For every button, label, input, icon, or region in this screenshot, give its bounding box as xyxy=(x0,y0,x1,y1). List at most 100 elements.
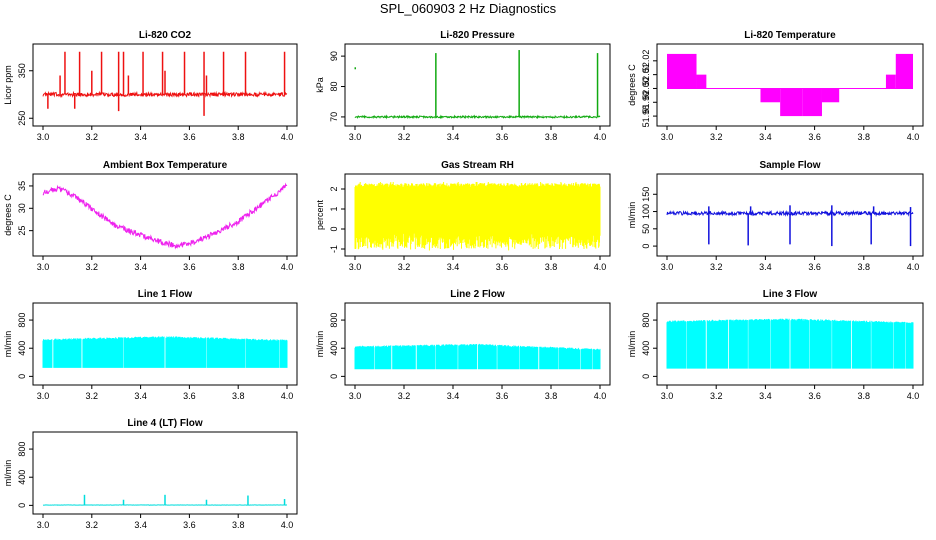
y-tick-label: 350 xyxy=(17,63,27,78)
x-tick-label: 3.4 xyxy=(759,262,772,272)
y-tick-label: 0 xyxy=(329,374,339,379)
chart-pressure: Li-820 Pressure kPa 3.0 3.2 3.4 3.6 3.8 4.0 70 80… xyxy=(315,30,611,142)
chart-line3: Line 3 Flow ml/min 3.0 3.2 3.4 3.6 3.8 4.0 0 400 8… xyxy=(627,289,924,401)
y-tick-label: 1 xyxy=(329,206,339,211)
x-tick-label: 3.6 xyxy=(808,262,821,272)
x-tick-label: 3.8 xyxy=(545,132,558,142)
chart-title: Sample Flow xyxy=(759,160,820,171)
x-tick-label: 3.0 xyxy=(37,520,50,530)
data-point xyxy=(354,67,356,70)
x-tick-label: 4.0 xyxy=(594,132,607,142)
page-title: SPL_060903 2 Hz Diagnostics xyxy=(379,1,557,16)
series-line xyxy=(42,182,288,250)
x-tick-label: 3.2 xyxy=(710,262,723,272)
y-tick-label: 51.98 xyxy=(641,105,651,128)
y-tick-label: 80 xyxy=(329,82,339,92)
y-tick-label: 0 xyxy=(17,503,27,508)
x-tick-label: 3.2 xyxy=(86,262,99,272)
x-tick-label: 4.0 xyxy=(281,262,294,272)
x-tick-label: 4.0 xyxy=(594,262,607,272)
chart-ambtemp: Ambient Box Temperature degrees C 3.0 3.2 3.… xyxy=(3,160,298,272)
x-tick-label: 3.4 xyxy=(447,262,460,272)
x-tick-label: 3.2 xyxy=(710,391,723,401)
y-tick-label: 0 xyxy=(329,226,339,231)
x-tick-label: 3.6 xyxy=(183,262,196,272)
y-tick-label: 400 xyxy=(641,341,651,356)
x-tick-label: 3.8 xyxy=(858,262,871,272)
plot-frame xyxy=(32,431,298,515)
data-band xyxy=(667,53,697,89)
x-tick-label: 4.0 xyxy=(907,262,920,272)
y-axis-label: ml/min xyxy=(315,331,325,358)
plot-frame xyxy=(656,173,924,257)
chart-title: Li-820 Temperature xyxy=(744,30,836,41)
y-tick-label: 50 xyxy=(641,224,651,234)
chart-title: Line 4 (LT) Flow xyxy=(127,418,203,429)
series-area xyxy=(42,336,288,368)
plot-frame xyxy=(344,43,611,127)
chart-line1: Line 1 Flow ml/min 3.0 3.2 3.4 3.6 3.8 4.0 0 400 8… xyxy=(3,289,298,401)
y-tick-label: 52.01 xyxy=(641,63,651,86)
data-band xyxy=(780,88,803,117)
y-tick-label: 30 xyxy=(17,203,27,213)
y-tick-label: -1 xyxy=(329,245,339,253)
chart-li820temp: Li-820 Temperature degrees C 3.0 3.2 3.4 3.6 3… xyxy=(627,30,924,142)
y-tick-label: 250 xyxy=(17,111,27,126)
x-tick-label: 3.4 xyxy=(134,132,147,142)
x-tick-label: 3.4 xyxy=(759,132,772,142)
chart-line2: Line 2 Flow ml/min 3.0 3.2 3.4 3.6 3.8 4.0 0 400 8… xyxy=(315,289,611,401)
x-tick-label: 3.2 xyxy=(398,262,411,272)
x-tick-label: 3.2 xyxy=(398,132,411,142)
y-tick-label: 400 xyxy=(17,341,27,356)
x-tick-label: 3.2 xyxy=(398,391,411,401)
y-tick-label: 35 xyxy=(17,181,27,191)
data-band xyxy=(696,74,707,89)
x-tick-label: 3.2 xyxy=(710,132,723,142)
y-tick-label: 70 xyxy=(329,112,339,122)
x-tick-label: 3.8 xyxy=(232,262,245,272)
x-tick-label: 3.8 xyxy=(232,520,245,530)
y-tick-label: 52.00 xyxy=(641,77,651,100)
plot-frame xyxy=(344,173,611,257)
y-tick-label: 0 xyxy=(641,244,651,249)
x-tick-label: 3.8 xyxy=(858,391,871,401)
chart-sampleflow: Sample Flow ml/min 3.0 3.2 3.4 3.6 3.8 4.0 0 50 10… xyxy=(627,160,924,272)
x-tick-label: 3.4 xyxy=(447,132,460,142)
x-tick-label: 3.6 xyxy=(496,391,509,401)
x-tick-label: 3.6 xyxy=(808,391,821,401)
x-tick-label: 3.0 xyxy=(349,391,362,401)
y-tick-label: 90 xyxy=(329,51,339,61)
plot-frame xyxy=(656,43,924,127)
series-area xyxy=(354,182,601,251)
chart-title: Line 3 Flow xyxy=(763,289,818,300)
y-tick-label: 0 xyxy=(17,374,27,379)
plot-frame xyxy=(344,302,611,386)
x-tick-label: 3.6 xyxy=(808,132,821,142)
data-band xyxy=(760,88,781,103)
plot-frame xyxy=(32,302,298,386)
data-band xyxy=(895,53,913,89)
x-tick-label: 3.4 xyxy=(759,391,772,401)
x-tick-label: 3.6 xyxy=(183,132,196,142)
series-area xyxy=(354,343,601,370)
y-axis-label: ml/min xyxy=(3,331,13,358)
x-tick-label: 3.0 xyxy=(37,391,50,401)
y-axis-label: degrees C xyxy=(3,194,13,236)
y-tick-label: 800 xyxy=(17,442,27,457)
y-axis-label: ml/min xyxy=(3,460,13,487)
y-tick-label: 25 xyxy=(17,226,27,236)
data-band xyxy=(821,88,840,103)
x-tick-label: 3.2 xyxy=(86,520,99,530)
x-tick-label: 4.0 xyxy=(907,132,920,142)
x-tick-label: 3.4 xyxy=(447,391,460,401)
x-tick-label: 3.0 xyxy=(661,132,674,142)
y-axis-label: ml/min xyxy=(627,331,637,358)
y-tick-label: 2 xyxy=(329,186,339,191)
plot-frame xyxy=(656,302,924,386)
data-band xyxy=(802,88,822,117)
x-tick-label: 3.6 xyxy=(183,391,196,401)
x-tick-label: 3.4 xyxy=(134,520,147,530)
x-tick-label: 4.0 xyxy=(594,391,607,401)
data-band xyxy=(885,74,896,89)
x-tick-label: 3.8 xyxy=(545,391,558,401)
